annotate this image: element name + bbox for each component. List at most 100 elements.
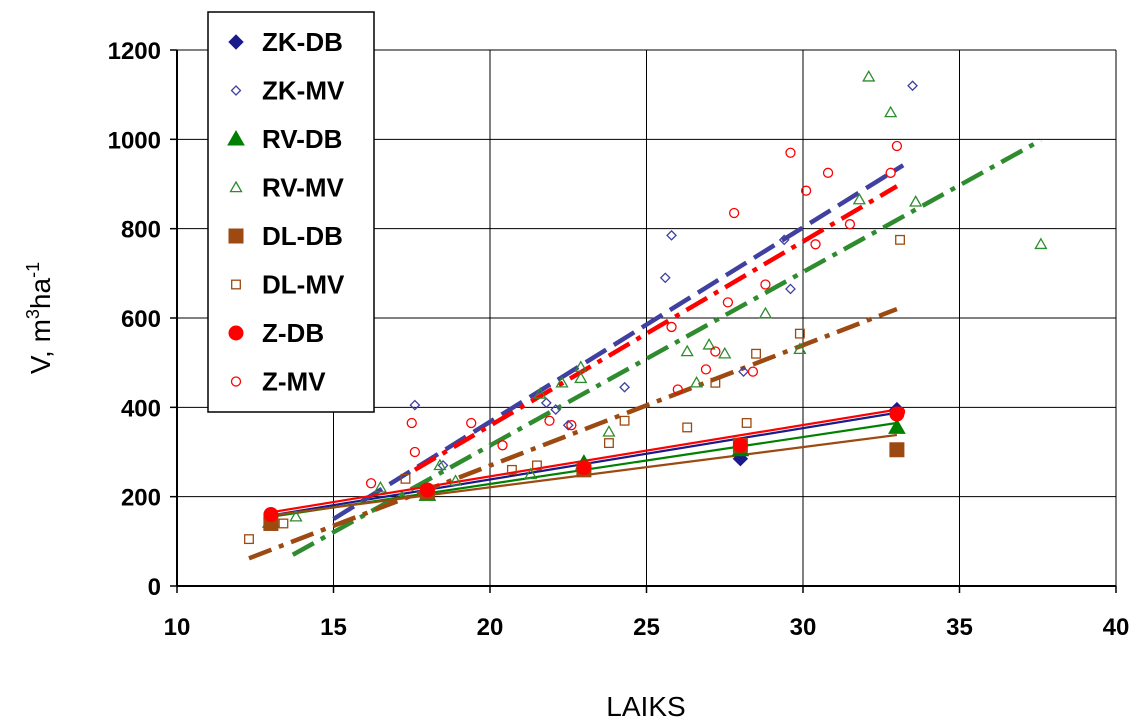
y-tick-label: 1000 xyxy=(108,127,161,154)
trend-line-z-mv xyxy=(413,184,899,472)
x-tick-label: 15 xyxy=(320,614,347,641)
point-zk-mv xyxy=(738,366,749,378)
point-zk-mv xyxy=(540,397,552,409)
point-rv-mv xyxy=(689,375,704,388)
x-axis-title: LAIKS xyxy=(606,691,685,722)
legend-marker-z-mv xyxy=(230,376,242,387)
y-axis-title-base: V, m xyxy=(25,319,56,374)
legend-label-z-mv: Z-MV xyxy=(262,367,326,397)
legend-label-z-db: Z-DB xyxy=(262,318,324,348)
point-dl-mv xyxy=(751,348,762,359)
point-rv-mv xyxy=(909,195,923,207)
point-dl-mv xyxy=(532,460,542,471)
y-axis-title-sup1: 3 xyxy=(23,309,43,319)
point-dl-mv xyxy=(244,534,254,545)
point-rv-mv xyxy=(602,425,616,437)
point-z-mv xyxy=(409,446,421,458)
legend-marker-rv-db xyxy=(227,129,245,146)
y-axis-title-mid: ha xyxy=(25,278,56,310)
y-tick-label: 400 xyxy=(121,395,161,422)
legend-label-dl-db: DL-DB xyxy=(262,221,343,251)
legend-label-rv-mv: RV-MV xyxy=(262,173,345,203)
point-dl-mv xyxy=(682,422,693,433)
x-tick-label: 25 xyxy=(633,614,660,641)
x-tick-label: 35 xyxy=(946,614,973,641)
axes xyxy=(170,49,1117,593)
point-dl-mv xyxy=(278,518,289,529)
point-dl-mv xyxy=(794,328,805,339)
trend-line-rv-mv xyxy=(291,138,1042,557)
point-rv-mv xyxy=(718,346,732,359)
point-z-mv xyxy=(891,140,903,152)
point-rv-mv xyxy=(680,344,694,357)
point-z-mv xyxy=(785,147,796,158)
point-z-mv xyxy=(666,321,677,333)
point-z-mv xyxy=(672,384,683,395)
point-z-mv xyxy=(566,420,577,431)
point-zk-mv xyxy=(409,399,421,411)
point-dl-mv xyxy=(506,464,517,475)
point-zk-mv xyxy=(785,283,796,295)
point-z-mv xyxy=(722,297,734,308)
point-rv-mv xyxy=(884,105,898,118)
x-tick-label: 30 xyxy=(790,614,817,641)
y-tick-label: 200 xyxy=(121,485,161,512)
point-z-mv xyxy=(466,417,477,429)
point-dl-mv xyxy=(741,418,752,428)
legend-marker-zk-db xyxy=(228,34,244,50)
point-zk-mv xyxy=(659,272,671,284)
point-z-mv xyxy=(822,167,834,178)
data-points xyxy=(244,69,1048,545)
point-z-db xyxy=(576,460,592,476)
point-z-mv xyxy=(710,346,721,357)
point-dl-mv xyxy=(603,438,614,449)
legend: ZK-DB ZK-MV RV-DB RV-MV DL-DB DL-MV Z-DB Z-MV xyxy=(207,11,375,413)
legend-label-zk-mv: ZK-MV xyxy=(262,76,345,106)
point-z-db xyxy=(732,437,748,453)
point-rv-mv xyxy=(448,474,463,486)
point-zk-mv xyxy=(619,381,631,393)
legend-marker-zk-mv xyxy=(230,85,242,96)
point-zk-mv xyxy=(562,419,574,431)
legend-marker-z-db xyxy=(228,325,244,341)
point-z-mv xyxy=(800,185,812,196)
point-dl-mv xyxy=(619,415,630,426)
point-z-mv xyxy=(747,366,759,377)
point-rv-mv xyxy=(433,458,447,471)
point-z-mv xyxy=(728,207,740,219)
point-rv-mv xyxy=(793,342,807,355)
y-tick-label: 1200 xyxy=(108,38,161,65)
legend-label-dl-mv: DL-MV xyxy=(262,270,345,300)
point-zk-mv xyxy=(907,80,918,92)
x-tick-label: 20 xyxy=(477,614,504,641)
point-z-mv xyxy=(760,279,771,290)
legend-box xyxy=(207,11,375,413)
point-z-mv xyxy=(844,219,856,230)
point-rv-mv xyxy=(373,480,388,493)
x-tick-label: 40 xyxy=(1103,614,1130,641)
point-rv-mv xyxy=(702,337,716,350)
point-dl-mv xyxy=(710,377,721,388)
point-rv-mv xyxy=(524,467,538,480)
point-rv-mv xyxy=(852,192,866,205)
point-rv-mv xyxy=(862,69,876,82)
y-axis-title-sup2: -1 xyxy=(23,262,43,278)
point-z-mv xyxy=(700,364,712,375)
point-zk-mv xyxy=(550,404,562,415)
point-z-mv xyxy=(365,478,377,489)
point-z-mv xyxy=(406,417,417,429)
point-rv-mv xyxy=(574,360,588,372)
point-rv-mv xyxy=(574,371,588,384)
point-dl-db xyxy=(889,442,905,458)
point-z-db xyxy=(419,482,435,498)
point-dl-mv xyxy=(895,234,905,245)
point-z-mv xyxy=(894,406,906,417)
point-rv-db xyxy=(888,418,906,434)
trend-line-dl-mv xyxy=(248,306,898,561)
y-tick-label: 800 xyxy=(121,217,161,244)
point-rv-mv xyxy=(1034,237,1048,250)
point-z-db xyxy=(263,507,279,523)
point-z-mv xyxy=(544,415,555,426)
